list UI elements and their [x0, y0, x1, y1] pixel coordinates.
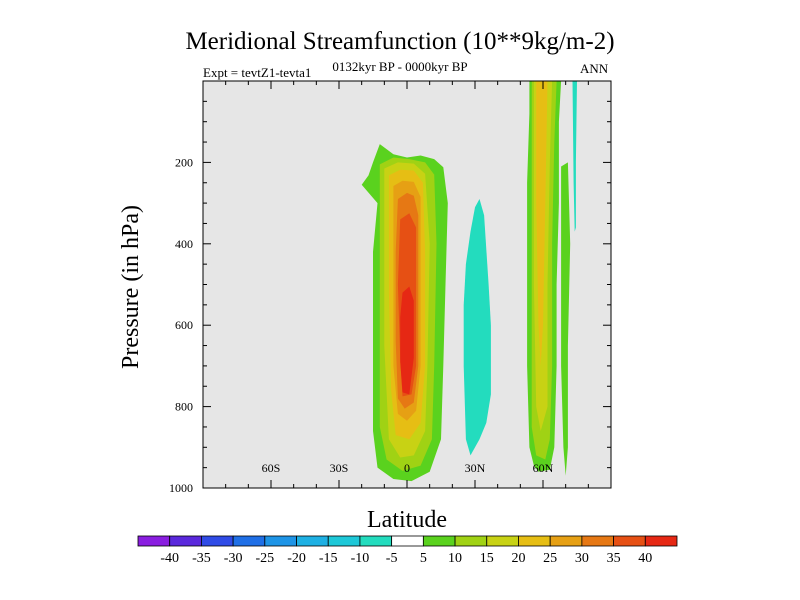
y-tick-labels: 200 400 600 800 1000: [169, 155, 193, 495]
colorbar-swatch: [549, 535, 583, 547]
colorbar-label: 15: [480, 551, 494, 566]
colorbar: [137, 535, 678, 547]
colorbar-swatch: [581, 535, 614, 547]
x-tick-label: 0: [404, 461, 410, 475]
colorbar-labels: -40 -35 -30 -25 -20 -15 -10 -5 5 10 15 20 25 30 35 40: [160, 551, 652, 566]
colorbar-label: 40: [638, 551, 652, 566]
y-tick-label: 200: [175, 155, 193, 169]
x-tick-label: 60N: [533, 461, 554, 475]
colorbar-label: 30: [575, 551, 589, 566]
x-tick-labels: 60S 30S 0 30N 60N: [262, 461, 554, 475]
colorbar-label: -40: [160, 551, 179, 566]
colorbar-label: -35: [192, 551, 211, 566]
period-label: 0132kyr BP - 0000kyr BP: [332, 59, 468, 74]
y-axis-label: Pressure (in hPa): [118, 205, 144, 369]
colorbar-swatch: [137, 535, 171, 547]
high-latitude-negative-strip-level-neg5: [572, 81, 577, 232]
colorbar-swatch: [486, 535, 519, 547]
x-axis-label: Latitude: [367, 507, 447, 533]
colorbar-swatch: [327, 535, 361, 547]
y-tick-label: 400: [175, 237, 193, 251]
subtropical-negative-cell-level-neg5: [463, 199, 491, 456]
y-tick-label: 800: [175, 400, 193, 414]
colorbar-label: -15: [319, 551, 338, 566]
colorbar-swatch: [169, 535, 202, 547]
y-tick-label: 1000: [169, 481, 193, 495]
colorbar-label: 10: [448, 551, 462, 566]
colorbar-swatch: [232, 535, 266, 547]
colorbar-swatch: [201, 535, 234, 547]
season-label: ANN: [580, 61, 609, 76]
colorbar-swatch: [454, 535, 488, 547]
colorbar-label: -20: [287, 551, 306, 566]
colorbar-label: 20: [511, 551, 525, 566]
tropical-positive-cell-level-40: [400, 286, 414, 395]
colorbar-label: 35: [607, 551, 621, 566]
colorbar-swatch: [613, 535, 646, 547]
colorbar-label: -30: [224, 551, 243, 566]
colorbar-swatch: [264, 535, 297, 547]
colorbar-label: -10: [351, 551, 370, 566]
x-tick-label: 60S: [262, 461, 281, 475]
colorbar-label: 25: [543, 551, 557, 566]
x-tick-label: 30N: [465, 461, 486, 475]
high-latitude-positive-strip-level-5: [561, 162, 571, 476]
x-tick-label: 30S: [330, 461, 349, 475]
colorbar-swatch: [422, 535, 456, 547]
colorbar-swatch: [518, 535, 551, 547]
colorbar-swatch: [296, 535, 329, 547]
y-tick-label: 600: [175, 318, 193, 332]
colorbar-swatch: [359, 535, 393, 547]
midlatitude-positive-cell-level-20: [536, 81, 548, 366]
axis-ticks: [203, 81, 611, 488]
colorbar-label: -25: [255, 551, 274, 566]
colorbar-swatch: [391, 535, 424, 547]
contour-fills: [361, 81, 577, 482]
experiment-label: Expt = tevtZ1-tevta1: [203, 65, 312, 80]
colorbar-label: -5: [386, 551, 398, 566]
chart-title: Meridional Streamfunction (10**9kg/m-2): [185, 28, 615, 55]
colorbar-label: 5: [420, 551, 427, 566]
colorbar-swatch: [644, 535, 678, 547]
